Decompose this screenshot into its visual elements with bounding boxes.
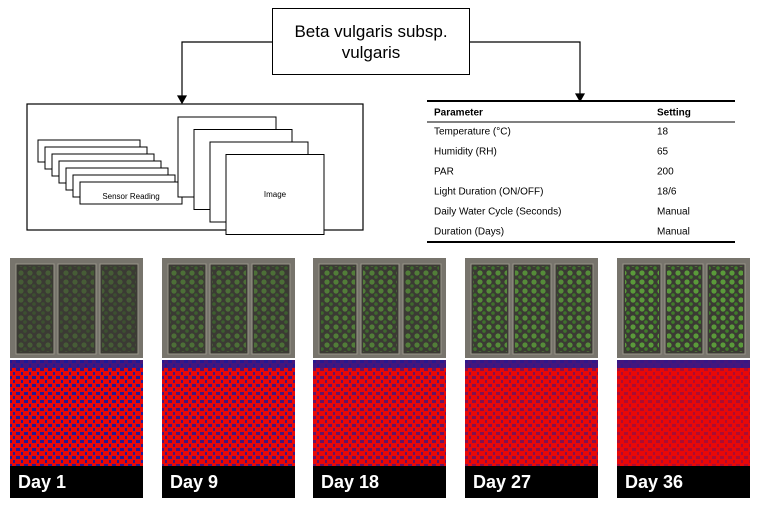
plants xyxy=(170,266,204,352)
heatmap-background xyxy=(162,360,295,466)
label-bar xyxy=(465,466,598,498)
arrow-head xyxy=(574,93,586,103)
day-label: Day 27 xyxy=(473,472,531,492)
plants xyxy=(212,266,246,352)
plants xyxy=(625,266,659,352)
arrow-head xyxy=(176,95,188,105)
setting-cell: 200 xyxy=(657,167,674,178)
parameter-cell: Temperature (°C) xyxy=(434,127,511,138)
day-label: Day 9 xyxy=(170,472,218,492)
day-panel: Day 9 xyxy=(162,258,295,498)
image-sheet xyxy=(225,154,325,235)
setting-cell: Manual xyxy=(657,227,690,238)
parameter-cell: Humidity (RH) xyxy=(434,147,497,158)
setting-cell: Manual xyxy=(657,207,690,218)
plants xyxy=(515,266,549,352)
plants xyxy=(363,266,397,352)
connectors xyxy=(176,41,586,105)
sensor-label: Sensor Reading xyxy=(102,192,159,201)
heatmap-top xyxy=(162,360,295,368)
heatmap-background xyxy=(313,360,446,466)
day-panel: Day 27 xyxy=(465,258,598,498)
plants xyxy=(321,266,355,352)
setting-cell: 65 xyxy=(657,147,669,158)
day-label: Day 36 xyxy=(625,472,683,492)
setting-cell: 18 xyxy=(657,127,669,138)
day-label: Day 1 xyxy=(18,472,66,492)
day-panel: Day 36 xyxy=(617,258,750,498)
label-bar xyxy=(313,466,446,498)
day-panel: Day 18 xyxy=(313,258,446,498)
heatmap-background xyxy=(617,360,750,466)
arrow xyxy=(181,41,272,98)
plants xyxy=(405,266,439,352)
label-bar xyxy=(162,466,295,498)
arrow xyxy=(470,41,581,96)
day-panel: Day 1 xyxy=(10,258,143,498)
label-bar xyxy=(10,466,143,498)
heatmap-background xyxy=(10,360,143,466)
plants xyxy=(709,266,743,352)
label-bar xyxy=(617,466,750,498)
plants xyxy=(667,266,701,352)
parameter-cell: Daily Water Cycle (Seconds) xyxy=(434,207,561,218)
plants xyxy=(18,266,52,352)
plants xyxy=(60,266,94,352)
parameter-cell: PAR xyxy=(434,167,454,178)
title-box: Beta vulgaris subsp. vulgaris xyxy=(272,8,470,75)
plants xyxy=(473,266,507,352)
parameter-cell: Duration (Days) xyxy=(434,227,504,238)
plants xyxy=(254,266,288,352)
panels: Day 1 Day 9 Day 18 Day 27 Day 36 xyxy=(10,258,750,498)
parameter-table: Parameter Setting Temperature (°C) 18 Humidi… xyxy=(427,100,735,243)
table-header: Setting xyxy=(657,108,691,119)
table-header: Parameter xyxy=(434,108,483,119)
plants xyxy=(102,266,136,352)
setting-cell: 18/6 xyxy=(657,187,677,198)
image-label: Image xyxy=(264,190,287,199)
heatmap-background xyxy=(465,360,598,466)
heatmap-top xyxy=(465,360,598,368)
heatmap-top xyxy=(313,360,446,368)
day-label: Day 18 xyxy=(321,472,379,492)
parameter-cell: Light Duration (ON/OFF) xyxy=(434,187,543,198)
sheet-stack xyxy=(37,116,325,235)
heatmap-top xyxy=(617,360,750,368)
plants xyxy=(557,266,591,352)
heatmap-top xyxy=(10,360,143,368)
